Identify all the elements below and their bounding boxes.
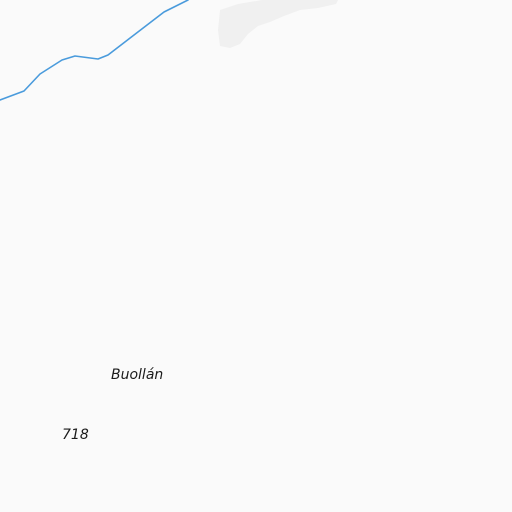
village-label: Buollán bbox=[111, 367, 164, 383]
elevation-label: 718 bbox=[62, 427, 89, 443]
stream-line bbox=[0, 0, 189, 101]
land-patch bbox=[218, 0, 338, 48]
